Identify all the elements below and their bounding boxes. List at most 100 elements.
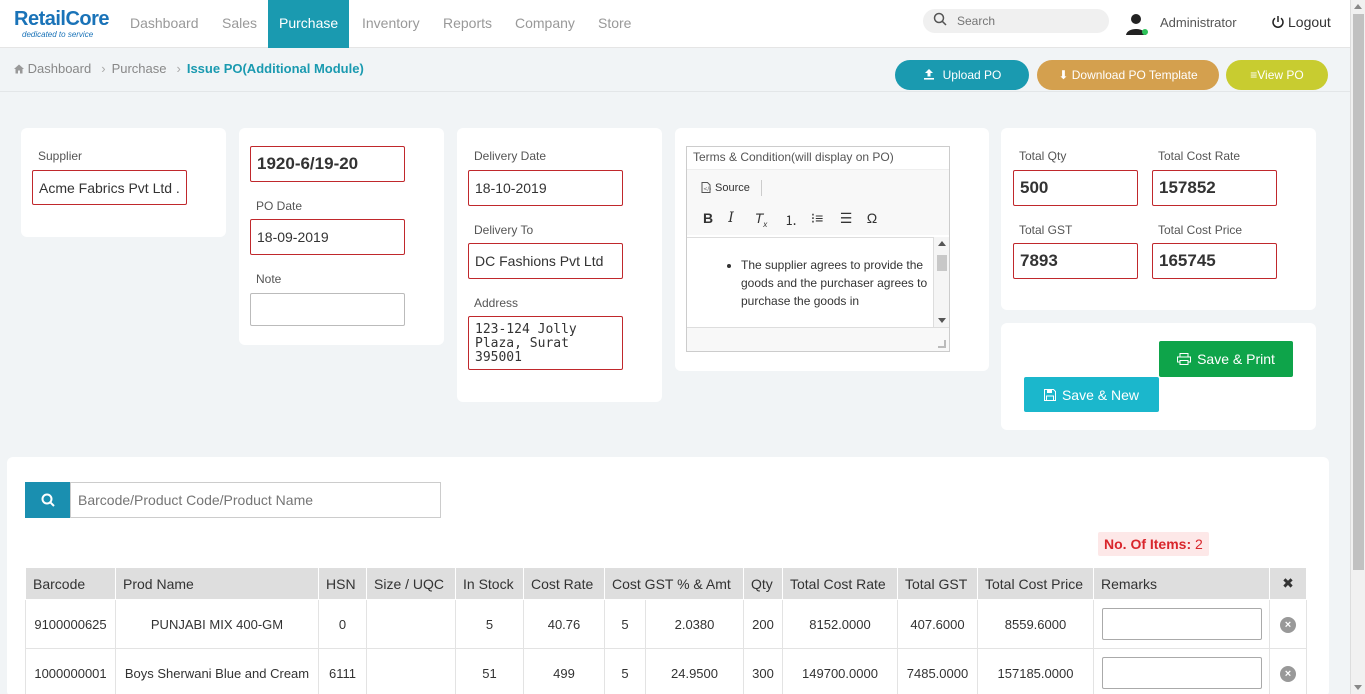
global-search-input[interactable] [957, 12, 1097, 30]
cell-in-stock: 51 [455, 648, 524, 694]
cell-barcode: 1000000001 [25, 648, 116, 694]
supplier-select[interactable]: Acme Fabrics Pvt Ltd . [32, 170, 187, 205]
total-cost-rate-label: Total Cost Rate [1158, 149, 1241, 163]
cell-total-cost-price: 8559.6000 [977, 599, 1094, 649]
header-divider [0, 91, 1350, 92]
col-in-stock: In Stock [455, 567, 524, 600]
remove-format-icon[interactable]: Tx [754, 210, 768, 229]
total-qty-field: 500 [1013, 170, 1138, 206]
user-avatar-icon[interactable] [1125, 12, 1149, 36]
po-number-field[interactable]: 1920-6/19-20 [250, 146, 405, 182]
logout-label: Logout [1288, 14, 1331, 30]
cell-gst-pct[interactable]: 5 [621, 665, 629, 681]
terms-text: The supplier agrees to provide the goods… [741, 256, 933, 310]
cell-size [366, 599, 456, 649]
total-cost-rate-field: 157852 [1152, 170, 1277, 206]
italic-icon[interactable]: I [728, 210, 734, 226]
cell-prod-name: Boys Sherwani Blue and Cream [115, 648, 319, 694]
view-po-label: View PO [1257, 68, 1304, 82]
nav-sales[interactable]: Sales [222, 15, 258, 31]
address-textarea[interactable]: 123-124 Jolly Plaza, Surat 395001 [468, 316, 623, 370]
nav-purchase[interactable]: Purchase [268, 0, 350, 48]
horizontal-line-icon[interactable]: ☰ [839, 210, 853, 226]
col-total-gst: Total GST [897, 567, 978, 600]
nav-company[interactable]: Company [515, 15, 575, 31]
po-date-field[interactable]: 18-09-2019 [250, 219, 405, 255]
products-table: Barcode Prod Name HSN Size / UQC In Stoc… [25, 567, 1307, 694]
nav-reports[interactable]: Reports [443, 15, 493, 31]
cell-in-stock: 5 [455, 599, 524, 649]
user-name[interactable]: Administrator [1160, 15, 1237, 30]
col-remarks: Remarks [1093, 567, 1270, 600]
bullet-list-icon[interactable]: ⁝≡ [810, 210, 824, 226]
cell-total-gst: 7485.0000 [897, 648, 978, 694]
product-search-input[interactable] [70, 482, 441, 518]
download-po-label: Download PO Template [1071, 68, 1198, 82]
totals-card [1001, 128, 1316, 310]
upload-po-button[interactable]: Upload PO [895, 60, 1029, 90]
col-qty: Qty [743, 567, 783, 600]
cell-cost-gst: 5 2.0380 [604, 599, 744, 649]
delivery-date-label: Delivery Date [474, 149, 547, 163]
breadcrumb-purchase[interactable]: Purchase [111, 61, 167, 76]
nav-store[interactable]: Store [598, 15, 632, 31]
delivery-to-field[interactable]: DC Fashions Pvt Ltd [468, 243, 623, 279]
upload-icon [923, 69, 934, 80]
search-icon [933, 12, 947, 26]
items-count-badge: No. Of Items: 2 [1098, 532, 1209, 556]
upload-po-label: Upload PO [942, 68, 1002, 82]
cell-qty[interactable]: 200 [743, 599, 783, 649]
total-gst-label: Total GST [1019, 223, 1073, 237]
brand-logo[interactable]: RetailCore dedicated to service [14, 8, 110, 39]
logout-button[interactable]: Logout [1271, 14, 1331, 30]
editor-footer [687, 327, 949, 351]
cell-total-gst: 407.6000 [897, 599, 978, 649]
table-row: 9100000625 PUNJABI MIX 400-GM 0 5 40.76 … [25, 599, 1307, 649]
download-po-template-button[interactable]: ⬇ Download PO Template [1037, 60, 1219, 90]
global-search [923, 9, 1109, 33]
items-count-label: No. Of Items: [1104, 536, 1192, 552]
remove-row-icon[interactable]: × [1280, 616, 1296, 633]
note-textarea[interactable] [250, 293, 405, 326]
nav-inventory[interactable]: Inventory [362, 15, 420, 31]
cell-qty[interactable]: 300 [743, 648, 783, 694]
cell-cost-gst: 5 24.9500 [604, 648, 744, 694]
source-label: Source [715, 182, 750, 194]
cell-barcode: 9100000625 [25, 599, 116, 649]
source-button[interactable]: </> Source [701, 182, 750, 194]
cell-gst-amt: 2.0380 [674, 616, 715, 632]
remove-row-icon[interactable]: × [1280, 665, 1296, 682]
delivery-date-field[interactable]: 18-10-2019 [468, 170, 623, 206]
cell-gst-pct[interactable]: 5 [621, 616, 629, 632]
breadcrumb-home[interactable]: Dashboard [27, 61, 92, 76]
home-icon [14, 64, 24, 74]
editor-scrollbar[interactable] [933, 237, 949, 327]
terms-label: Terms & Condition(will display on PO) [693, 150, 894, 164]
bold-icon[interactable]: B [702, 210, 714, 226]
save-print-button[interactable]: Save & Print [1159, 341, 1293, 377]
brand-name-b: Core [65, 8, 110, 30]
cell-delete: × [1269, 648, 1307, 694]
list-icon: ≡ [1250, 68, 1258, 82]
view-po-button[interactable]: ≡View PO [1226, 60, 1328, 90]
save-new-button[interactable]: Save & New [1024, 377, 1159, 412]
resize-handle-icon[interactable] [938, 340, 946, 348]
nav-dashboard[interactable]: Dashboard [130, 15, 199, 31]
remarks-input[interactable] [1101, 608, 1262, 640]
brand-name-a: Retail [14, 8, 66, 30]
remarks-input[interactable] [1101, 657, 1262, 689]
product-search-button[interactable] [25, 482, 71, 518]
terms-editor: Terms & Condition(will display on PO) </… [686, 146, 950, 352]
special-char-icon[interactable]: Ω [866, 210, 878, 226]
items-count-value: 2 [1195, 536, 1203, 552]
page-scrollbar[interactable] [1350, 0, 1365, 694]
breadcrumb: Dashboard › Purchase › Issue PO(Additional M… [14, 61, 368, 76]
editor-content[interactable]: The supplier agrees to provide the goods… [687, 237, 933, 327]
numbered-list-icon[interactable]: ⒈ [784, 213, 798, 228]
note-label: Note [256, 272, 282, 286]
col-delete[interactable]: ✖ [1269, 567, 1307, 600]
printer-icon [1177, 353, 1192, 365]
col-barcode: Barcode [25, 567, 116, 600]
save-new-label: Save & New [1061, 386, 1140, 403]
cell-total-cost-rate: 149700.0000 [782, 648, 898, 694]
